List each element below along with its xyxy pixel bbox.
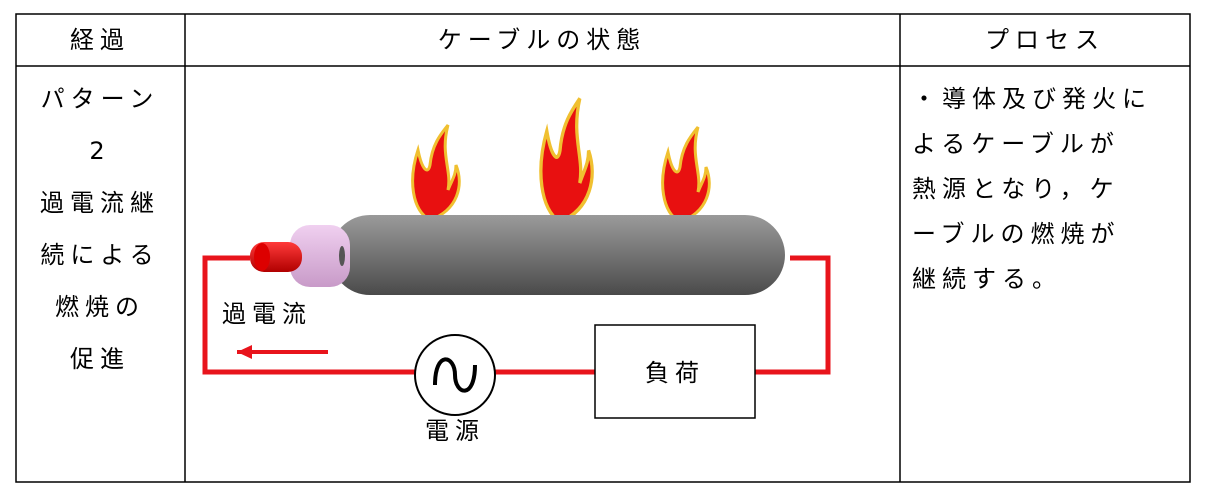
current-label: 過電流 — [222, 300, 312, 328]
cell-line: パターン — [41, 85, 160, 113]
cell-line: 熱源となり，ケ — [912, 175, 1120, 203]
header-cell: 経過 — [70, 26, 130, 54]
source-label: 電源 — [425, 417, 485, 445]
header-cell: ケーブルの状態 — [438, 26, 647, 54]
cell-line: ーブルの燃焼が — [912, 220, 1121, 248]
header-cell: プロセス — [985, 26, 1105, 54]
cell-line: よるケーブルが — [912, 130, 1120, 158]
cell-line: 2 — [89, 137, 110, 165]
cell-line: 過電流継 — [40, 189, 160, 217]
cell-line: 促進 — [70, 345, 130, 373]
cell-line: 継続する。 — [912, 265, 1062, 293]
cell-line: 燃焼の — [55, 293, 145, 321]
load-label: 負荷 — [645, 359, 705, 387]
cell-line: 続による — [40, 241, 159, 269]
cell-line: ・導体及び発火に — [912, 85, 1152, 113]
table-grid — [15, 13, 1191, 483]
diagram — [202, 96, 831, 419]
